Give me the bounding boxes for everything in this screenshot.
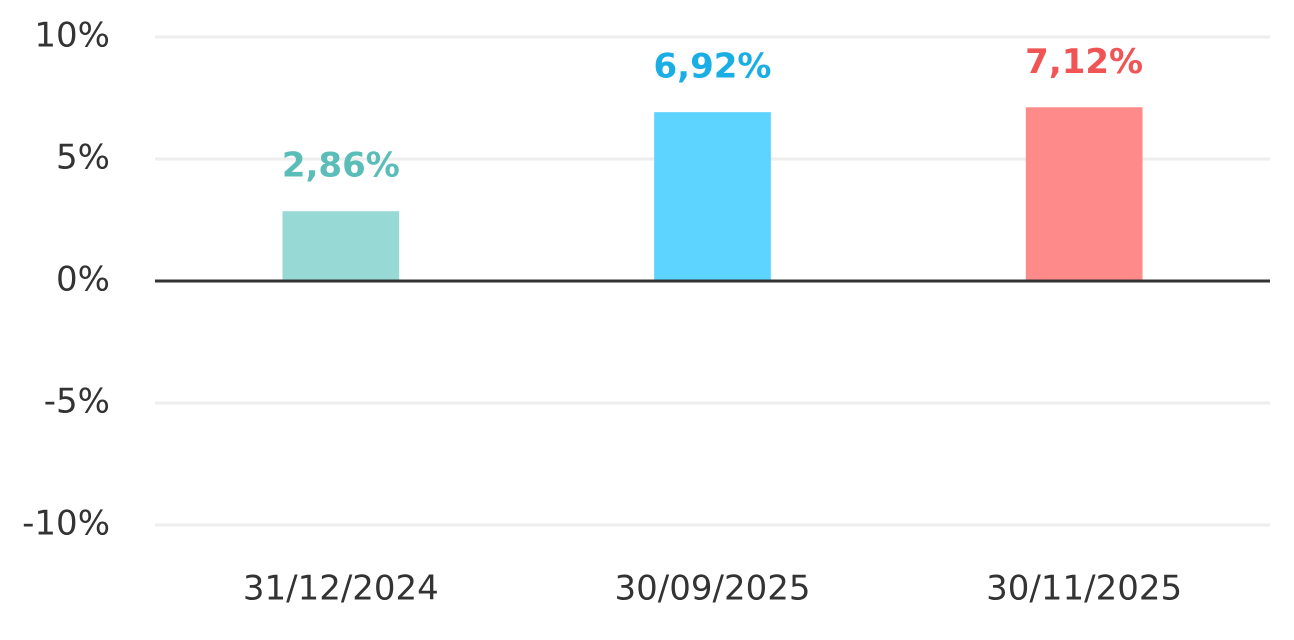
bar <box>1025 107 1143 281</box>
y-tick-label: 10% <box>34 16 110 56</box>
bar <box>654 112 771 281</box>
x-tick-label: 30/11/2025 <box>986 569 1182 609</box>
y-tick-label: 5% <box>56 138 110 178</box>
value-label: 2,86% <box>282 146 400 186</box>
y-tick-label: -10% <box>22 504 110 544</box>
y-tick-label: -5% <box>44 382 110 422</box>
value-label: 6,92% <box>654 47 772 87</box>
bar <box>282 211 400 281</box>
x-tick-label: 30/09/2025 <box>615 569 811 609</box>
x-tick-label: 31/12/2024 <box>243 569 439 609</box>
y-tick-label: 0% <box>56 260 110 300</box>
value-label: 7,12% <box>1025 42 1143 82</box>
